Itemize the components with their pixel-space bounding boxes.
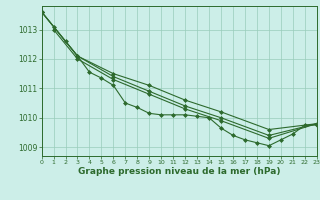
X-axis label: Graphe pression niveau de la mer (hPa): Graphe pression niveau de la mer (hPa) <box>78 167 280 176</box>
